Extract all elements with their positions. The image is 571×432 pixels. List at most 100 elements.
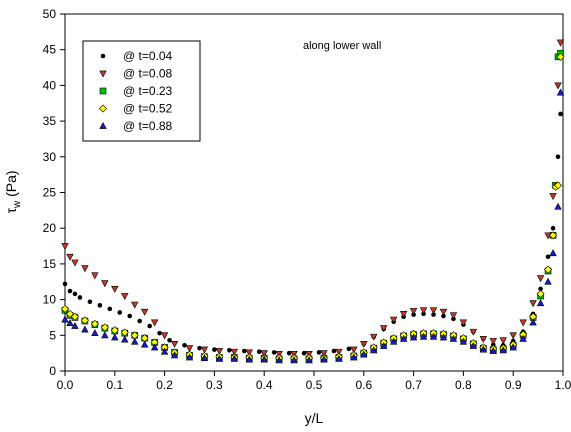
data-point [499,337,507,345]
data-point [469,328,478,336]
data-point [215,354,224,362]
data-point [72,291,78,297]
x-tick-label: 0.7 [405,378,422,392]
data-point [60,304,70,313]
x-tick-label: 0.9 [505,378,522,392]
data-point [419,307,428,315]
data-point [107,306,113,312]
legend-item: @ t=0.04 [100,49,173,63]
data-point [65,309,75,318]
points-layer [60,39,565,364]
legend-item: @ t=0.23 [99,84,173,98]
data-point [215,348,224,356]
y-tick-label: 45 [43,43,57,57]
data-point [545,254,551,260]
ticks-layer: 0.0 0.1 0.2 0.3 0.4 0.5 0.6 0.7 0.8 0.9 1.0 0 5 10 15 2… [43,7,571,392]
data-point [549,249,557,257]
data-point [150,319,159,327]
data-point [479,345,488,353]
y-axis-title-rest: (Pa) [3,170,19,200]
data-point [117,310,123,315]
data-point [182,342,187,348]
data-point [529,318,537,326]
y-tick-label: 5 [49,328,56,342]
data-point [61,315,69,323]
data-point [66,319,74,327]
data-point [459,319,468,327]
data-point [399,310,408,318]
data-point [320,350,328,358]
data-point [544,277,552,285]
data-point [350,346,358,354]
x-tick-label: 0.4 [256,378,273,392]
data-point [197,345,202,351]
data-point [449,334,458,342]
series-1 [62,111,563,356]
data-point [360,350,368,358]
legend-label: @ t=0.08 [123,67,173,81]
y-tick-label: 35 [43,114,57,128]
data-point [97,303,103,308]
data-point [441,313,446,319]
data-point [157,330,162,336]
data-point [550,225,556,231]
data-point [556,52,565,61]
data-point [549,193,557,201]
data-point [150,343,159,351]
data-point [87,299,93,305]
data-point [121,335,129,343]
legend-marker [99,87,107,95]
data-point [111,285,119,293]
data-point [245,355,253,363]
data-point [62,281,68,287]
y-tick-label: 20 [43,221,57,235]
data-point [170,351,179,359]
data-point [431,312,436,317]
data-point [554,82,562,90]
legend-item: @ t=0.88 [99,119,173,133]
data-point [380,341,388,349]
data-point [160,347,169,355]
legend-marker [99,70,107,78]
legend-label: @ t=0.52 [123,102,173,116]
data-point [91,272,99,280]
data-point [335,354,343,362]
data-point [185,345,194,353]
data-point [389,337,398,345]
y-tick-label: 50 [43,7,57,21]
data-point [320,355,328,363]
data-point [419,332,428,340]
data-point [301,350,307,356]
x-axis-title: y/L [305,410,324,426]
data-point [131,301,139,309]
data-point [200,346,209,354]
y-tick-label: 10 [43,293,57,307]
data-point [558,111,563,117]
x-tick-label: 0.3 [206,378,223,392]
data-point [409,308,418,316]
data-point [81,265,89,273]
data-point [380,325,388,333]
data-point [66,253,74,261]
y-tick-label: 40 [43,78,57,92]
data-point [335,348,343,356]
data-point [549,231,558,240]
data-point [429,307,438,315]
data-point [316,350,322,355]
data-point [529,300,537,308]
data-point [131,337,139,345]
data-point [271,350,277,355]
x-tick-label: 1.0 [555,378,571,392]
data-point [553,181,563,190]
data-point [167,337,172,343]
x-tick-label: 0.8 [455,378,472,392]
data-point [554,202,562,210]
data-point [90,319,99,328]
data-point [245,349,253,357]
data-point [140,308,149,316]
legend-label: @ t=0.88 [123,119,173,133]
data-point [147,323,152,329]
data-point [61,243,69,251]
data-point [439,333,448,341]
data-point [185,353,194,361]
